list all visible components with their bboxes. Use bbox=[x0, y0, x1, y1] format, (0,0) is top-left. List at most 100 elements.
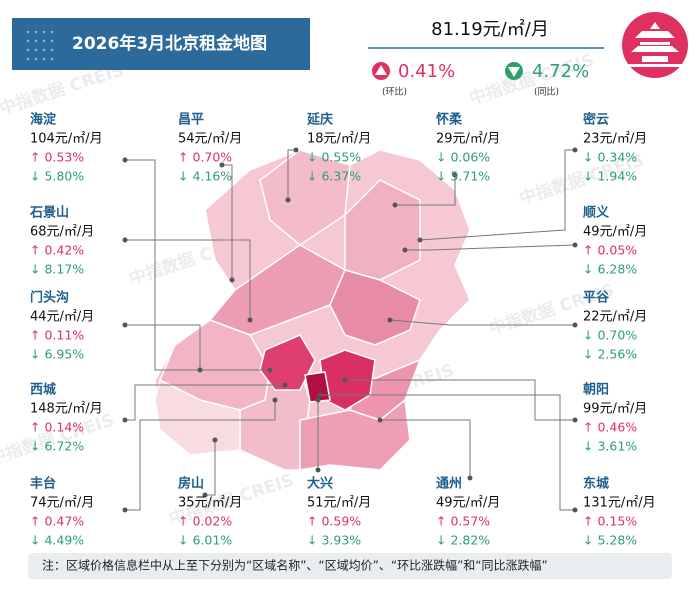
leader-line bbox=[125, 400, 276, 511]
district-price: 35元/㎡/月 bbox=[178, 496, 242, 511]
down-arrow bbox=[508, 67, 520, 77]
district-yoy: ↓ 3.93% bbox=[307, 533, 361, 548]
district-yoy: ↓ 4.49% bbox=[30, 533, 84, 548]
district-price: 23元/㎡/月 bbox=[583, 132, 647, 147]
leader-dot bbox=[202, 492, 208, 498]
district-labels: 海淀 104元/㎡/月 ↑ 0.53% ↓ 5.80% 昌平 54元/㎡/月 ↑ 0.70%… bbox=[29, 112, 656, 548]
leader-dot bbox=[572, 507, 578, 513]
district-mom: ↑ 0.02% bbox=[178, 514, 232, 529]
leader-line bbox=[345, 379, 575, 421]
district-mom: ↑ 0.57% bbox=[436, 514, 490, 529]
district-yoy: ↓ 3.61% bbox=[583, 439, 637, 454]
leader-dot bbox=[315, 397, 321, 403]
district-price: 22元/㎡/月 bbox=[583, 310, 647, 325]
leader-line bbox=[125, 239, 251, 320]
leader-line bbox=[222, 164, 233, 280]
up-arrow bbox=[375, 65, 387, 75]
title-banner bbox=[12, 18, 310, 70]
district-name: 海淀 bbox=[30, 112, 57, 128]
district-name: 大兴 bbox=[307, 476, 333, 492]
district-mom: ↓ 0.70% bbox=[583, 328, 637, 343]
district-price: 29元/㎡/月 bbox=[436, 132, 500, 147]
district-mom: ↑ 0.47% bbox=[30, 514, 84, 529]
district-mom: ↑ 0.05% bbox=[583, 243, 637, 258]
district-yoy: ↓ 5.28% bbox=[583, 533, 637, 548]
mom: 0.41% bbox=[398, 61, 455, 82]
district-name: 怀柔 bbox=[436, 112, 463, 128]
avg-price: 81.19元/㎡/月 bbox=[431, 18, 549, 40]
district-price: 49元/㎡/月 bbox=[436, 496, 500, 511]
district-price: 68元/㎡/月 bbox=[30, 225, 94, 240]
district-mom: ↓ 0.06% bbox=[436, 150, 490, 165]
note: 注：区域价格信息栏中从上至下分别为“区域名称”、“区域均价”、“环比涨跌幅”和“… bbox=[42, 558, 548, 573]
leader-line bbox=[125, 324, 201, 370]
district-price: 18元/㎡/月 bbox=[307, 132, 371, 147]
leader-dot bbox=[452, 172, 458, 178]
district-name: 平谷 bbox=[583, 290, 610, 306]
leader-line bbox=[205, 440, 216, 496]
leader-dot bbox=[197, 367, 203, 373]
leader-dot bbox=[402, 247, 408, 253]
district-name: 房山 bbox=[178, 476, 204, 492]
district-mom: ↑ 0.42% bbox=[30, 243, 84, 258]
district-yoy: ↓ 8.17% bbox=[30, 262, 84, 277]
leader-dot bbox=[229, 277, 235, 283]
district-price: 51元/㎡/月 bbox=[307, 496, 371, 511]
district-name: 西城 bbox=[30, 382, 56, 398]
leader-line bbox=[287, 149, 296, 200]
mom-label: (环比) bbox=[382, 86, 407, 98]
leader-dot bbox=[417, 237, 423, 243]
leader-dot bbox=[572, 147, 578, 153]
leader-line bbox=[395, 175, 456, 206]
district-price: 131元/㎡/月 bbox=[583, 496, 656, 511]
leader-lines bbox=[122, 147, 578, 513]
note-bar bbox=[28, 553, 672, 579]
leader-dot bbox=[122, 322, 128, 328]
district-price: 148元/㎡/月 bbox=[30, 402, 103, 417]
district-yoy: ↓ 5.80% bbox=[30, 169, 84, 184]
leader-dot bbox=[467, 475, 473, 481]
leader-line bbox=[380, 419, 471, 478]
leader-dot bbox=[122, 417, 128, 423]
district-name: 延庆 bbox=[306, 112, 333, 128]
district-yoy: ↓ 6.72% bbox=[30, 439, 84, 454]
district-name: 昌平 bbox=[178, 113, 204, 128]
district-yoy: ↓ 5.71% bbox=[436, 169, 490, 184]
leader-dot bbox=[572, 417, 578, 423]
leader-dot bbox=[122, 157, 128, 163]
district-price: 99元/㎡/月 bbox=[583, 402, 647, 417]
leader-dot bbox=[387, 317, 393, 323]
leader-line bbox=[389, 319, 575, 326]
district-mom: ↑ 0.14% bbox=[30, 420, 84, 435]
leader-dot bbox=[247, 317, 253, 323]
leader-dot bbox=[272, 397, 278, 403]
district-yoy: ↓ 6.37% bbox=[307, 169, 361, 184]
leader-dot bbox=[377, 417, 383, 423]
district-price: 44元/㎡/月 bbox=[30, 310, 94, 325]
leader-dot bbox=[342, 377, 348, 383]
district-yoy: ↓ 1.94% bbox=[583, 169, 637, 184]
district-mom: ↑ 0.11% bbox=[30, 328, 84, 343]
district-price: 74元/㎡/月 bbox=[30, 496, 94, 511]
leader-dot bbox=[315, 467, 321, 473]
district-name: 通州 bbox=[436, 476, 462, 492]
district-mom: ↑ 0.53% bbox=[30, 150, 84, 165]
district-name: 密云 bbox=[582, 112, 609, 128]
leader-dot bbox=[122, 507, 128, 513]
leader-dot bbox=[285, 197, 291, 203]
district-name: 门头沟 bbox=[30, 290, 69, 306]
leader-dot bbox=[317, 392, 323, 398]
district-yoy: ↓ 6.28% bbox=[583, 262, 637, 277]
title: 2026年3月北京租金地图 bbox=[72, 33, 267, 54]
district-mom: ↑ 0.15% bbox=[583, 514, 637, 529]
yoy-label: (同比) bbox=[534, 86, 559, 98]
leader-dot bbox=[267, 367, 273, 373]
district-price: 104元/㎡/月 bbox=[30, 132, 103, 147]
district-name: 顺义 bbox=[583, 205, 610, 221]
leader-line bbox=[419, 149, 575, 241]
district-name: 石景山 bbox=[29, 205, 69, 221]
district-mom: ↓ 0.34% bbox=[583, 150, 637, 165]
leader-line bbox=[320, 394, 575, 511]
leader-line bbox=[125, 159, 270, 371]
